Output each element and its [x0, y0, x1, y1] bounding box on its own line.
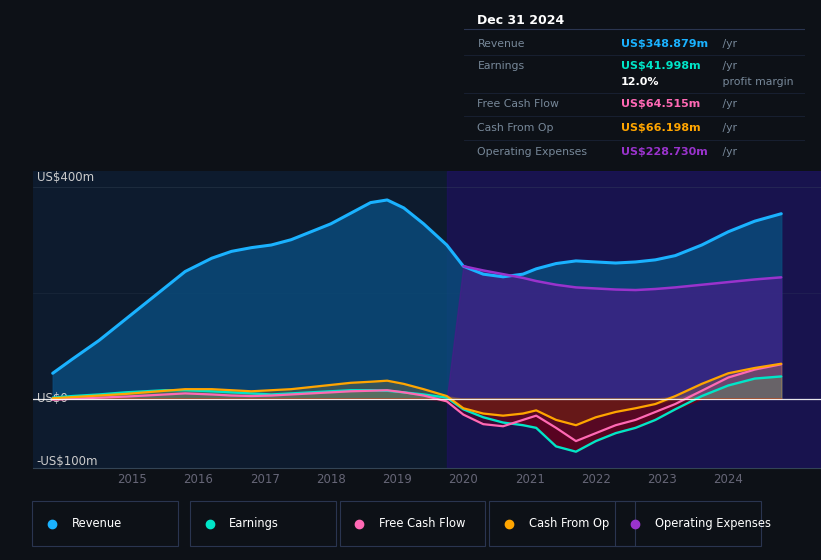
- Text: Cash From Op: Cash From Op: [478, 123, 554, 133]
- Text: Earnings: Earnings: [478, 60, 525, 71]
- Text: Dec 31 2024: Dec 31 2024: [478, 15, 565, 27]
- Bar: [190, 501, 336, 546]
- Text: Free Cash Flow: Free Cash Flow: [379, 517, 466, 530]
- Text: /yr: /yr: [719, 147, 737, 157]
- Text: US$0: US$0: [37, 392, 67, 405]
- Text: Free Cash Flow: Free Cash Flow: [478, 99, 559, 109]
- Text: /yr: /yr: [719, 123, 737, 133]
- Text: US$64.515m: US$64.515m: [621, 99, 699, 109]
- Bar: [340, 501, 485, 546]
- Text: US$348.879m: US$348.879m: [621, 39, 708, 49]
- Bar: [32, 501, 178, 546]
- Text: -US$100m: -US$100m: [37, 455, 99, 468]
- Text: Earnings: Earnings: [229, 517, 279, 530]
- Text: US$41.998m: US$41.998m: [621, 60, 700, 71]
- Text: US$228.730m: US$228.730m: [621, 147, 708, 157]
- Text: Revenue: Revenue: [71, 517, 122, 530]
- Text: Cash From Op: Cash From Op: [529, 517, 609, 530]
- Text: /yr: /yr: [719, 60, 737, 71]
- Text: /yr: /yr: [719, 39, 737, 49]
- Text: /yr: /yr: [719, 99, 737, 109]
- Bar: [489, 501, 635, 546]
- Bar: [447, 171, 821, 468]
- Bar: [616, 501, 761, 546]
- Text: Operating Expenses: Operating Expenses: [655, 517, 771, 530]
- Text: US$66.198m: US$66.198m: [621, 123, 700, 133]
- Text: 12.0%: 12.0%: [621, 77, 659, 87]
- Text: profit margin: profit margin: [719, 77, 794, 87]
- Text: Revenue: Revenue: [478, 39, 525, 49]
- Text: Operating Expenses: Operating Expenses: [478, 147, 588, 157]
- Text: US$400m: US$400m: [37, 171, 94, 184]
